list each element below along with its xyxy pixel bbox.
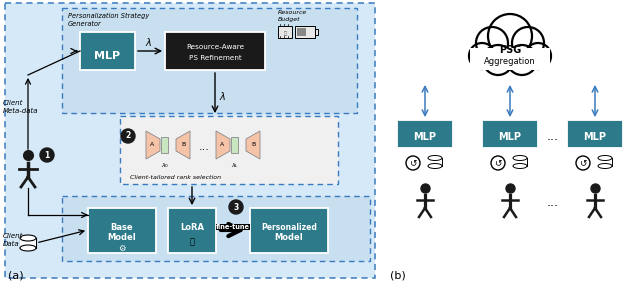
- FancyBboxPatch shape: [513, 158, 527, 166]
- Circle shape: [121, 129, 135, 143]
- Ellipse shape: [598, 164, 612, 168]
- Text: 2: 2: [125, 132, 131, 140]
- Ellipse shape: [428, 155, 442, 160]
- Text: Client: Client: [3, 100, 24, 106]
- Circle shape: [40, 148, 54, 162]
- Polygon shape: [176, 131, 190, 159]
- Text: Resource: Resource: [278, 10, 307, 15]
- Text: ↺: ↺: [494, 158, 502, 168]
- Text: B: B: [252, 143, 256, 147]
- Text: Personalization Strategy: Personalization Strategy: [68, 13, 149, 19]
- Ellipse shape: [598, 155, 612, 160]
- Text: Generator: Generator: [68, 21, 102, 27]
- Circle shape: [229, 200, 243, 214]
- Text: MLP: MLP: [413, 132, 436, 142]
- Text: 🔥: 🔥: [189, 237, 195, 246]
- FancyBboxPatch shape: [295, 26, 315, 38]
- Text: $\lambda$: $\lambda$: [145, 36, 152, 48]
- Ellipse shape: [428, 164, 442, 168]
- FancyBboxPatch shape: [88, 208, 156, 253]
- Text: Meta-data: Meta-data: [3, 108, 38, 114]
- Polygon shape: [216, 131, 230, 159]
- FancyBboxPatch shape: [250, 208, 328, 253]
- Circle shape: [488, 14, 532, 58]
- Circle shape: [507, 45, 537, 75]
- Text: LoRA: LoRA: [180, 224, 204, 233]
- Text: Model: Model: [108, 233, 136, 241]
- FancyBboxPatch shape: [470, 48, 550, 70]
- Text: Data: Data: [3, 241, 20, 247]
- Text: Budget: Budget: [278, 17, 301, 22]
- Text: fine-tune: fine-tune: [216, 224, 250, 230]
- FancyBboxPatch shape: [297, 28, 306, 36]
- Text: A: A: [220, 143, 224, 147]
- Ellipse shape: [20, 245, 36, 251]
- Text: Base: Base: [111, 222, 133, 231]
- Text: A: A: [150, 143, 154, 147]
- Text: 3: 3: [234, 203, 239, 211]
- FancyBboxPatch shape: [482, 120, 538, 148]
- Text: B: B: [182, 143, 186, 147]
- Text: ⬛: ⬛: [284, 31, 287, 35]
- FancyBboxPatch shape: [165, 32, 265, 70]
- FancyBboxPatch shape: [567, 120, 623, 148]
- Polygon shape: [146, 131, 160, 159]
- FancyBboxPatch shape: [168, 208, 216, 253]
- Circle shape: [512, 27, 544, 59]
- FancyBboxPatch shape: [278, 26, 292, 38]
- Text: Client-tailored rank selection: Client-tailored rank selection: [130, 175, 221, 180]
- Text: ↺: ↺: [409, 158, 417, 168]
- Circle shape: [476, 27, 508, 59]
- Text: PSG: PSG: [499, 45, 521, 55]
- FancyBboxPatch shape: [315, 29, 318, 35]
- Circle shape: [525, 43, 551, 69]
- Polygon shape: [246, 131, 260, 159]
- Circle shape: [483, 45, 513, 75]
- Text: MLP: MLP: [94, 51, 120, 61]
- Ellipse shape: [20, 235, 36, 241]
- FancyBboxPatch shape: [62, 8, 357, 113]
- FancyBboxPatch shape: [231, 137, 238, 153]
- FancyBboxPatch shape: [62, 196, 370, 261]
- Text: (b): (b): [390, 270, 406, 280]
- Ellipse shape: [513, 164, 527, 168]
- Text: Resource-Aware: Resource-Aware: [186, 44, 244, 50]
- Text: $\lambda_0$: $\lambda_0$: [161, 162, 169, 170]
- Text: Model: Model: [275, 233, 303, 243]
- Ellipse shape: [513, 155, 527, 160]
- Text: ...: ...: [547, 196, 559, 209]
- FancyBboxPatch shape: [161, 137, 168, 153]
- Text: MLP: MLP: [584, 132, 607, 142]
- Text: Client: Client: [3, 233, 24, 239]
- FancyBboxPatch shape: [598, 158, 612, 166]
- Text: Personalized: Personalized: [261, 222, 317, 231]
- Text: $\lambda_L$: $\lambda_L$: [231, 162, 239, 170]
- Text: ⚙: ⚙: [118, 243, 125, 252]
- Text: 1: 1: [44, 151, 50, 160]
- Text: ...: ...: [547, 130, 559, 143]
- FancyBboxPatch shape: [428, 158, 442, 166]
- Circle shape: [469, 43, 495, 69]
- Text: PS Refinement: PS Refinement: [189, 55, 241, 61]
- Text: (a): (a): [8, 270, 24, 280]
- FancyBboxPatch shape: [5, 3, 375, 278]
- FancyBboxPatch shape: [120, 116, 338, 184]
- FancyBboxPatch shape: [80, 32, 135, 70]
- Text: MLP: MLP: [499, 132, 522, 142]
- Text: $\lambda$: $\lambda$: [219, 90, 226, 102]
- FancyBboxPatch shape: [20, 238, 36, 248]
- Text: ↺: ↺: [579, 158, 587, 168]
- FancyBboxPatch shape: [397, 120, 453, 148]
- Text: ...: ...: [198, 142, 209, 152]
- Text: Aggregation: Aggregation: [484, 57, 536, 65]
